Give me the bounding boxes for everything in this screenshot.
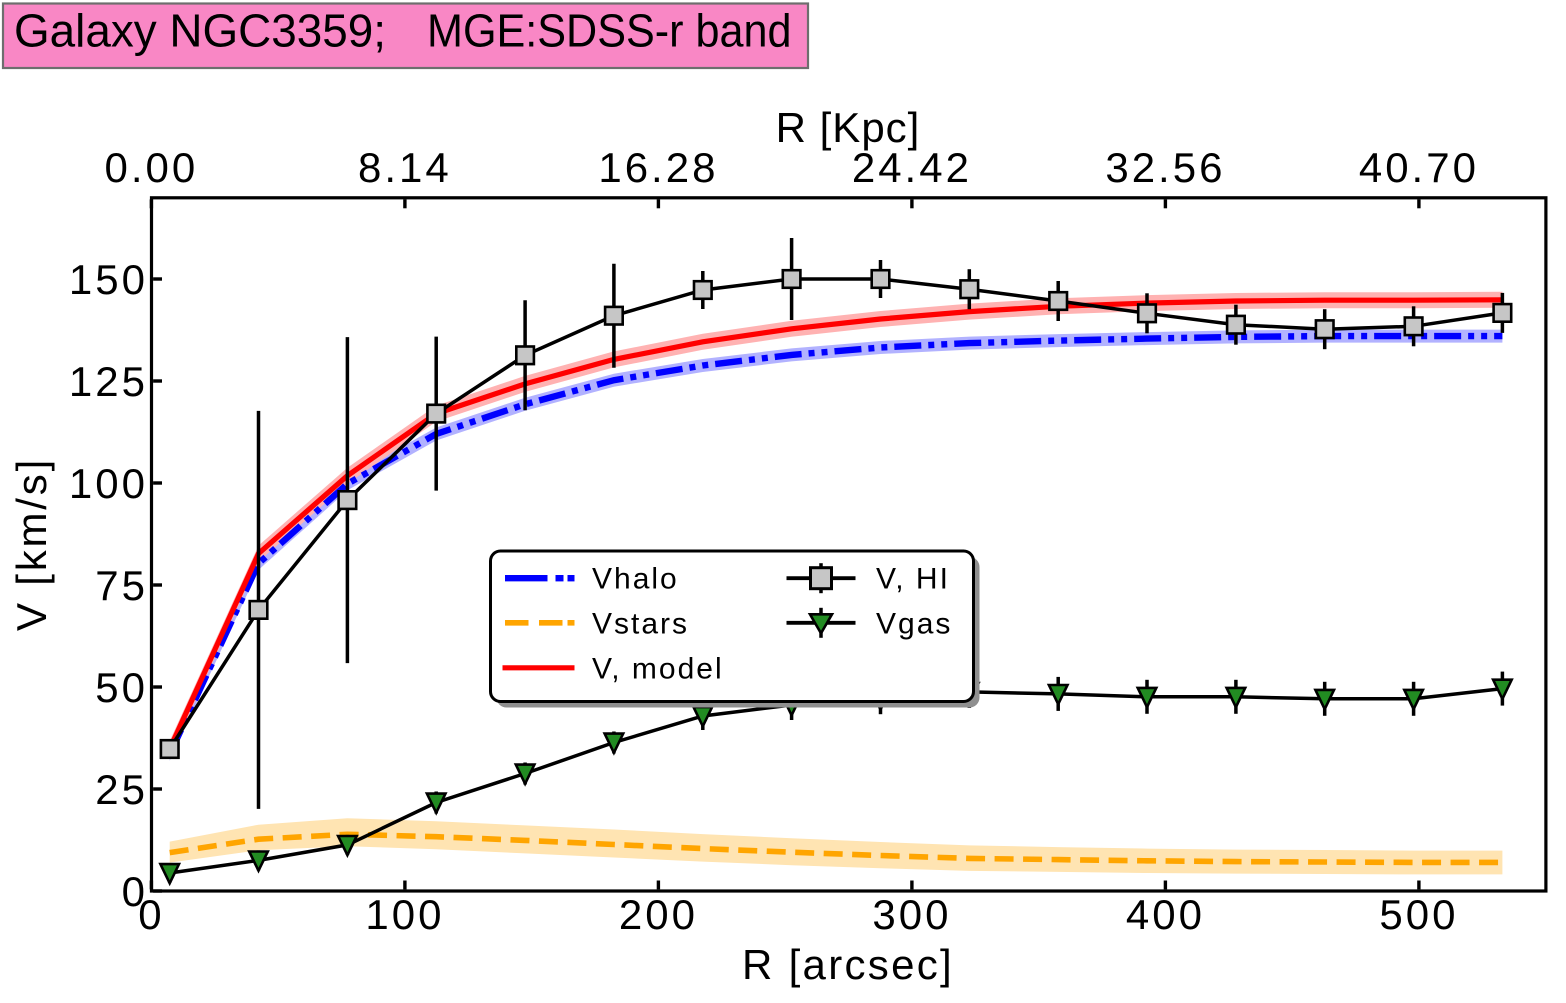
- svg-text:Galaxy NGC3359;: Galaxy NGC3359;: [14, 5, 386, 57]
- svg-text:R [arcsec]: R [arcsec]: [742, 941, 954, 988]
- svg-text:25: 25: [95, 766, 148, 813]
- svg-text:100: 100: [365, 891, 444, 938]
- svg-text:40.70: 40.70: [1359, 144, 1479, 191]
- svg-text:R [Kpc]: R [Kpc]: [776, 104, 921, 151]
- svg-text:24.42: 24.42: [852, 144, 972, 191]
- svg-text:0: 0: [122, 868, 148, 915]
- svg-text:200: 200: [619, 891, 698, 938]
- svg-text:32.56: 32.56: [1105, 144, 1225, 191]
- svg-text:MGE:SDSS-r band: MGE:SDSS-r band: [427, 5, 792, 57]
- svg-text:100: 100: [69, 460, 148, 507]
- svg-text:400: 400: [1126, 891, 1205, 938]
- svg-text:8.14: 8.14: [358, 144, 452, 191]
- svg-text:50: 50: [95, 664, 148, 711]
- svg-text:Vgas: Vgas: [876, 607, 952, 640]
- svg-text:75: 75: [95, 562, 148, 609]
- svg-text:150: 150: [69, 256, 148, 303]
- svg-text:500: 500: [1379, 891, 1458, 938]
- svg-text:0.00: 0.00: [105, 144, 199, 191]
- svg-text:V, HI: V, HI: [876, 563, 950, 596]
- svg-text:V [km/s]: V [km/s]: [8, 457, 55, 631]
- svg-text:0: 0: [138, 891, 164, 938]
- svg-text:300: 300: [872, 891, 951, 938]
- svg-text:16.28: 16.28: [598, 144, 718, 191]
- svg-text:125: 125: [69, 358, 148, 405]
- svg-text:Vhalo: Vhalo: [592, 563, 679, 596]
- svg-text:Vstars: Vstars: [592, 607, 689, 640]
- svg-text:V, model: V, model: [592, 652, 724, 685]
